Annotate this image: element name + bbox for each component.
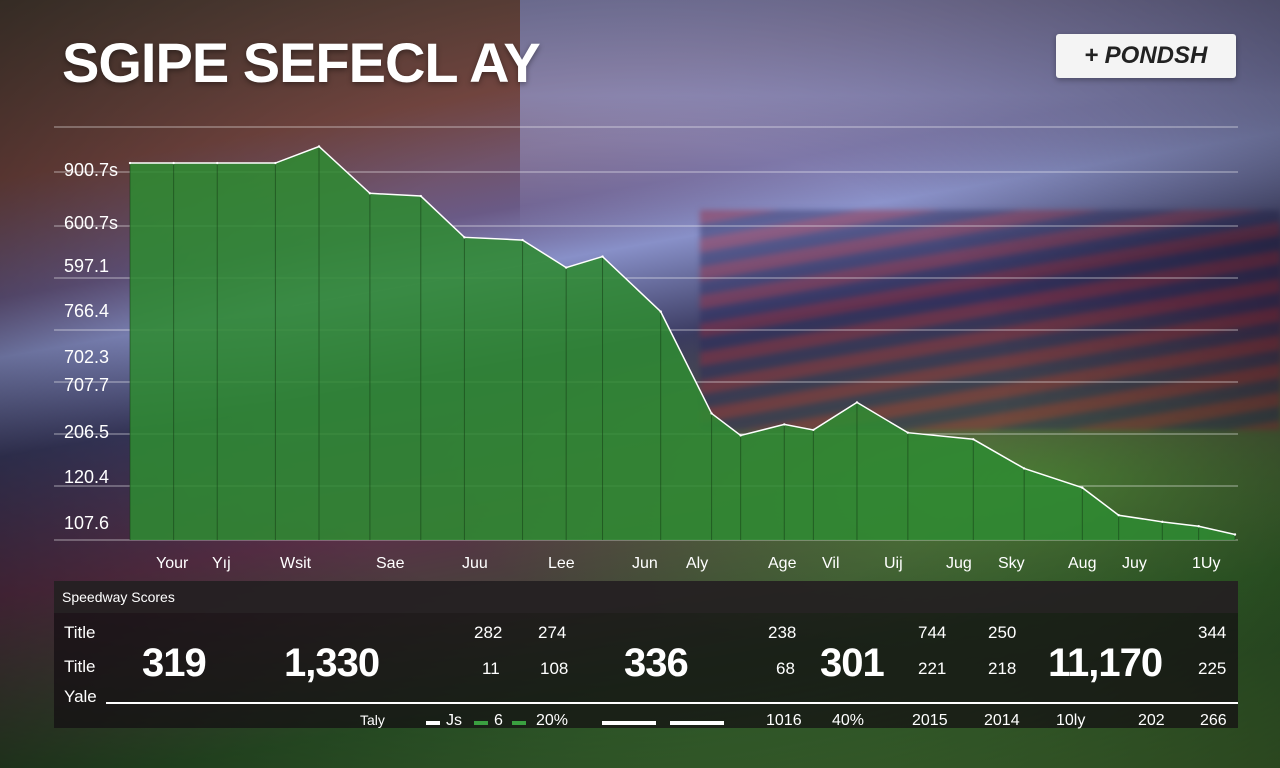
x-tick-label: Sky <box>998 555 1025 572</box>
x-tick-label: Jug <box>946 555 972 572</box>
x-tick-label: Aug <box>1068 555 1096 572</box>
panel-header: Speedway Scores <box>54 581 1238 613</box>
data-point <box>1117 514 1120 517</box>
score-value: 344 <box>1198 623 1227 642</box>
data-point <box>739 434 742 437</box>
data-point <box>521 238 524 242</box>
data-point <box>1161 520 1164 524</box>
data-point <box>1197 525 1200 528</box>
y-tick-label: 120.4 <box>64 467 109 487</box>
data-point <box>564 266 568 269</box>
panel-separator <box>106 702 1238 704</box>
data-point <box>710 412 713 415</box>
y-tick-label: 600.7s <box>64 213 118 233</box>
data-point <box>216 161 219 165</box>
data-point <box>274 161 277 165</box>
x-tick-label: Your <box>156 555 189 572</box>
y-tick-label: 702.3 <box>64 347 109 367</box>
data-point <box>812 428 815 432</box>
footer-value: 266 <box>1200 712 1227 729</box>
x-tick-label: Wsit <box>280 555 312 572</box>
score-value: 301 <box>820 641 885 685</box>
scores-panel: Speedway Scores Title Title Yale 319 1,3… <box>54 581 1238 729</box>
y-tick-label: 766.4 <box>64 301 109 321</box>
data-point <box>419 194 422 198</box>
data-point <box>463 236 466 239</box>
x-tick-label: Age <box>768 555 797 572</box>
data-point <box>368 192 372 195</box>
score-value: 221 <box>918 659 947 678</box>
data-point <box>855 401 859 404</box>
legend-dash-icon <box>512 721 526 725</box>
legend-dash-icon <box>670 721 724 725</box>
x-tick-label: Uij <box>884 555 903 572</box>
score-value: 11,170 <box>1048 641 1163 685</box>
area-fill <box>130 146 1235 540</box>
score-value: 11 <box>482 659 500 678</box>
footer-value: 10ly <box>1056 712 1086 729</box>
footer-value: 1016 <box>766 712 802 729</box>
score-value: 225 <box>1198 659 1227 678</box>
y-tick-label: 707.7 <box>64 375 109 395</box>
data-point <box>659 310 662 313</box>
x-tick-label: Jun <box>632 555 658 572</box>
x-tick-label: Lee <box>548 555 575 572</box>
legend-label: Js <box>446 712 462 729</box>
legend-dash-icon <box>426 721 440 725</box>
x-tick-label: 1Uy <box>1192 555 1220 572</box>
chart-area-layer <box>128 145 1237 540</box>
data-point <box>972 438 975 441</box>
data-point <box>783 423 786 426</box>
data-point <box>128 161 132 165</box>
x-tick-label: Vil <box>822 555 840 572</box>
score-value: 282 <box>474 623 503 642</box>
x-tick-label: Juu <box>462 555 488 572</box>
score-value: 274 <box>538 623 567 642</box>
score-value: 1,330 <box>284 641 380 685</box>
badge-label: PONDSH <box>1104 42 1208 69</box>
data-point <box>601 255 604 258</box>
score-value: 336 <box>624 641 689 685</box>
area-chart: 900.7s 600.7s 597.1 766.4 702.3 707.7 206.5 120… <box>54 126 1238 572</box>
data-point <box>906 431 910 434</box>
score-value: 319 <box>142 641 207 685</box>
y-tick-label: 597.1 <box>64 256 109 276</box>
score-value: 218 <box>988 659 1017 678</box>
data-point <box>1233 533 1237 536</box>
legend-dash-icon <box>602 721 656 725</box>
y-tick-label: 900.7s <box>64 160 118 180</box>
data-point <box>317 145 321 148</box>
row-label: Yale <box>64 687 97 706</box>
score-value: 108 <box>540 659 569 678</box>
data-point <box>1022 467 1026 470</box>
plus-icon: + <box>1084 42 1099 69</box>
score-value: 744 <box>918 623 947 642</box>
footer-value: 40% <box>832 712 865 729</box>
x-axis-labels: Your Yıj Wsit Sae Juu Lee Jun Aly Age Vil Uij Jug Sk… <box>156 555 1220 572</box>
footer-value: 2014 <box>984 712 1020 729</box>
legend-dash-icon <box>474 721 488 725</box>
score-value: 238 <box>768 623 797 642</box>
y-tick-label: 206.5 <box>64 422 109 442</box>
score-value: 68 <box>776 659 795 678</box>
x-tick-label: Juy <box>1122 555 1147 572</box>
data-point <box>172 161 175 165</box>
footer-value: 202 <box>1138 712 1165 729</box>
x-tick-label: Aly <box>686 555 708 572</box>
legend-label: 6 <box>494 712 503 729</box>
data-point <box>1081 486 1084 489</box>
row-label: Title <box>64 623 96 642</box>
score-value: 250 <box>988 623 1017 642</box>
x-tick-label: Yıj <box>212 555 231 572</box>
y-tick-label: 107.6 <box>64 513 109 533</box>
footer-label: Taly <box>360 712 385 728</box>
footer-value: 2015 <box>912 712 948 729</box>
badge-button[interactable]: + PONDSH <box>1056 34 1236 78</box>
page-title: SGIPE SEFECL AY <box>62 31 541 94</box>
panel-title: Speedway Scores <box>62 589 175 605</box>
x-tick-label: Sae <box>376 555 405 572</box>
row-label: Title <box>64 657 96 676</box>
y-axis-labels: 900.7s 600.7s 597.1 766.4 702.3 707.7 206.5 120… <box>64 160 118 533</box>
legend-label: 20% <box>536 712 569 729</box>
